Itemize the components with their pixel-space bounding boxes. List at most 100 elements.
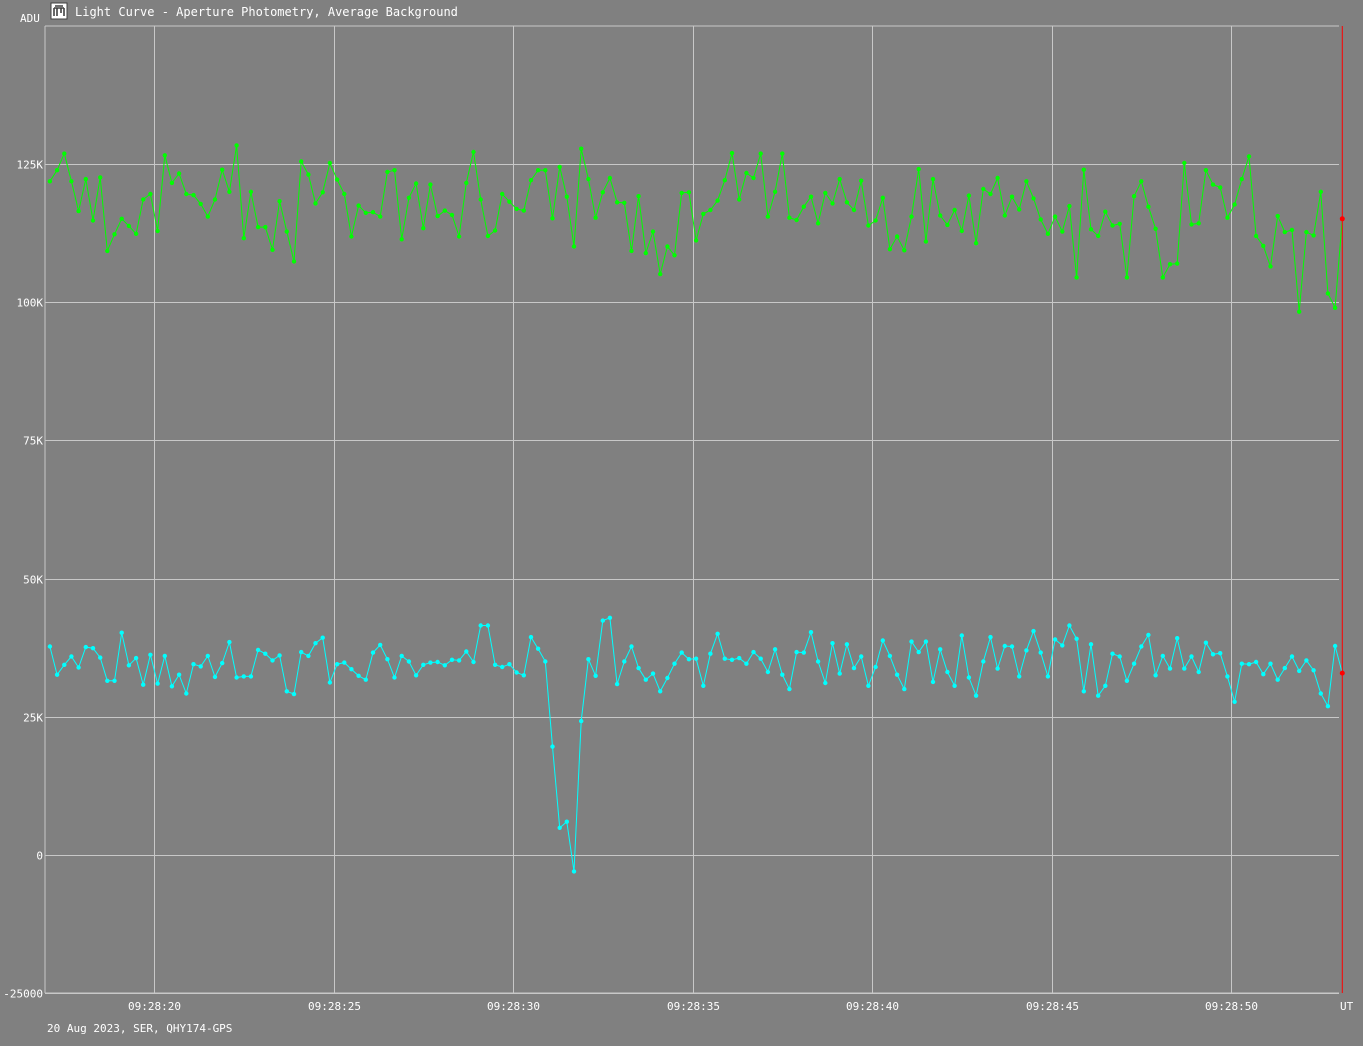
data-point <box>492 228 498 233</box>
data-point <box>1246 154 1252 159</box>
data-point <box>887 247 893 252</box>
data-point <box>342 660 347 665</box>
data-point <box>586 176 591 182</box>
data-point <box>916 166 921 172</box>
data-point <box>600 618 605 623</box>
data-point <box>413 181 419 186</box>
data-point <box>205 653 210 659</box>
data-point <box>385 169 390 175</box>
data-point <box>176 171 182 176</box>
data-point <box>306 172 311 177</box>
data-point <box>205 214 210 219</box>
data-point <box>851 665 857 671</box>
data-point <box>270 247 275 252</box>
data-point <box>112 678 117 683</box>
x-tick-label: 09:28:30 <box>487 1000 540 1013</box>
data-point <box>241 674 246 679</box>
data-point <box>701 683 706 688</box>
data-point <box>643 250 648 256</box>
data-point <box>859 178 864 183</box>
data-point <box>1088 227 1094 232</box>
data-point <box>62 151 67 156</box>
data-point <box>586 657 591 662</box>
y-tick-label: 25K <box>23 712 43 725</box>
data-point <box>1232 699 1237 704</box>
data-point <box>141 197 146 202</box>
data-point <box>708 651 713 656</box>
data-point <box>1146 204 1151 209</box>
data-point <box>212 674 218 680</box>
data-point <box>543 659 548 664</box>
data-point <box>1175 636 1180 641</box>
data-point <box>90 218 96 223</box>
data-point <box>945 222 950 228</box>
data-point <box>1332 643 1338 649</box>
data-point <box>442 663 447 668</box>
data-point <box>952 207 957 213</box>
data-point <box>299 159 304 164</box>
data-point <box>1261 672 1266 677</box>
data-point <box>988 191 993 197</box>
data-point <box>263 224 268 230</box>
data-point <box>873 664 878 670</box>
data-point <box>629 248 634 254</box>
data-point <box>1017 207 1022 212</box>
data-point <box>1275 677 1280 682</box>
data-point <box>234 143 239 148</box>
data-point <box>1325 704 1331 709</box>
data-point <box>306 653 311 659</box>
data-point <box>988 634 993 640</box>
data-point <box>1146 632 1151 638</box>
data-point <box>1189 654 1194 659</box>
data-point <box>550 744 555 749</box>
data-point <box>485 623 491 628</box>
data-point <box>564 194 569 199</box>
data-point <box>514 206 519 212</box>
data-point <box>1289 227 1295 233</box>
data-point <box>880 638 885 643</box>
data-point <box>1024 179 1029 184</box>
data-point <box>1210 652 1216 657</box>
data-point <box>859 654 864 659</box>
data-point <box>464 180 469 186</box>
data-point <box>1203 640 1209 645</box>
data-point <box>1009 644 1015 649</box>
data-point <box>607 175 613 181</box>
data-point <box>1074 275 1079 280</box>
data-point <box>478 197 483 202</box>
x-tick-labels: 09:28:20 09:28:25 09:28:30 09:28:35 09:28:40… <box>128 1000 1258 1013</box>
data-point <box>449 657 455 662</box>
data-point <box>801 650 806 655</box>
data-point <box>765 669 771 675</box>
footer-info: 20 Aug 2023, SER, QHY174-GPS <box>47 1022 232 1035</box>
light-curve-app-icon[interactable] <box>50 2 68 20</box>
data-point <box>162 653 167 659</box>
cursor-marker <box>1339 670 1345 676</box>
data-point <box>607 615 613 620</box>
data-point <box>521 208 526 213</box>
data-point <box>650 229 656 234</box>
data-point <box>1218 185 1223 190</box>
data-point <box>363 677 368 682</box>
data-point <box>643 677 648 682</box>
data-point <box>198 201 203 207</box>
data-point <box>435 213 440 219</box>
data-point <box>1268 661 1273 666</box>
data-point <box>370 650 376 655</box>
data-point <box>385 657 390 662</box>
data-point <box>277 653 282 658</box>
data-point <box>1060 229 1065 234</box>
data-point <box>413 673 419 678</box>
data-point <box>1096 693 1101 698</box>
data-point <box>1160 275 1166 280</box>
data-point <box>1196 221 1201 226</box>
data-point <box>392 168 397 173</box>
data-point <box>808 194 814 199</box>
data-point <box>830 641 835 646</box>
data-point <box>543 168 548 173</box>
data-point <box>1153 673 1158 678</box>
data-point <box>737 197 742 202</box>
data-point <box>406 195 412 200</box>
data-point <box>126 663 132 668</box>
